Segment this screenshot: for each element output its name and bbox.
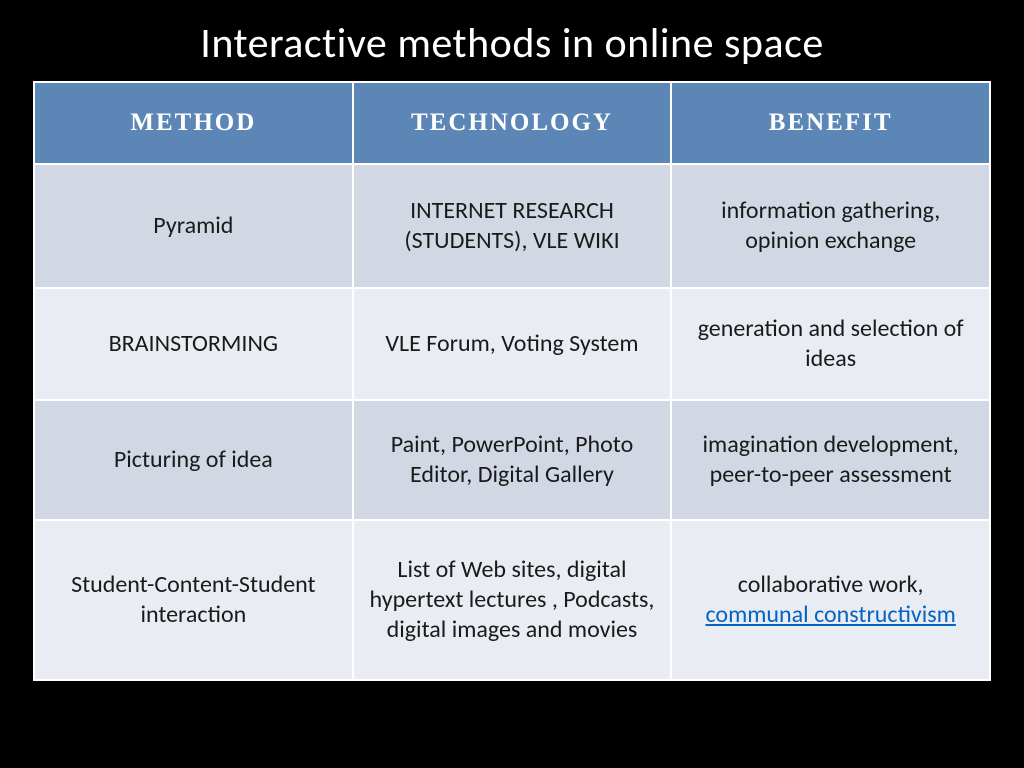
cell-method: Student-Content-Student interaction (34, 520, 353, 680)
cell-method: BRAINSTORMING (34, 288, 353, 400)
table-header-row: METHOD TECHNOLOGY BENEFIT (34, 82, 990, 164)
cell-technology: INTERNET RESEARCH (STUDENTS), VLE WIKI (353, 164, 672, 288)
col-technology: TECHNOLOGY (353, 82, 672, 164)
cell-benefit: imagination development, peer-to-peer as… (671, 400, 990, 520)
col-benefit: BENEFIT (671, 82, 990, 164)
slide: Interactive methods in online space METH… (0, 0, 1024, 768)
cell-technology: Paint, PowerPoint, Photo Editor, Digital… (353, 400, 672, 520)
methods-table: METHOD TECHNOLOGY BENEFIT Pyramid INTERN… (33, 81, 991, 681)
cell-benefit: generation and selection of ideas (671, 288, 990, 400)
table-row: Picturing of idea Paint, PowerPoint, Pho… (34, 400, 990, 520)
cell-method: Picturing of idea (34, 400, 353, 520)
cell-technology: List of Web sites, digital hypertext lec… (353, 520, 672, 680)
slide-title: Interactive methods in online space (0, 18, 1024, 69)
col-method: METHOD (34, 82, 353, 164)
table-row: Pyramid INTERNET RESEARCH (STUDENTS), VL… (34, 164, 990, 288)
communal-constructivism-link[interactable]: communal constructivism (705, 600, 955, 629)
table-row: BRAINSTORMING VLE Forum, Voting System g… (34, 288, 990, 400)
benefit-text: collaborative work, (738, 570, 924, 599)
cell-method: Pyramid (34, 164, 353, 288)
cell-benefit: information gathering, opinion exchange (671, 164, 990, 288)
cell-technology: VLE Forum, Voting System (353, 288, 672, 400)
cell-benefit: collaborative work, communal constructiv… (671, 520, 990, 680)
table-row: Student-Content-Student interaction List… (34, 520, 990, 680)
